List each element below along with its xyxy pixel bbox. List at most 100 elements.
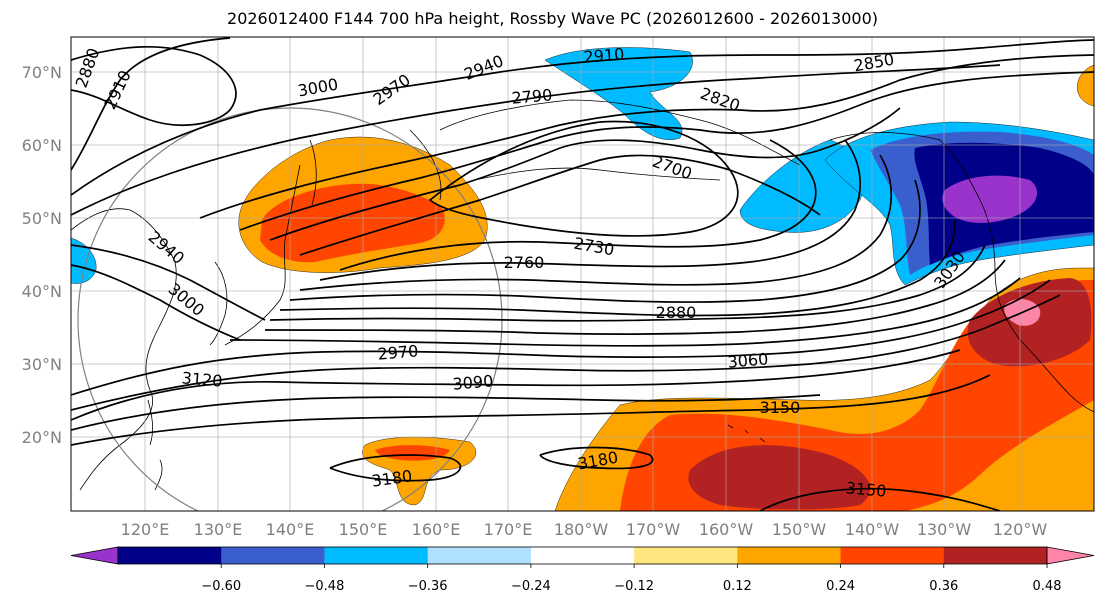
contour-2940-west: [71, 244, 266, 321]
lat-label: 40°N: [22, 282, 62, 301]
lon-label: 150°E: [339, 520, 388, 539]
contour-2970: [71, 39, 1094, 196]
contour-label-text: 2700: [650, 152, 695, 184]
contour-label: 2730: [572, 234, 615, 260]
coastline-japan: [224, 164, 301, 346]
coastline-north-america: [829, 132, 1094, 413]
colorbar-swatch: [943, 547, 1048, 564]
lon-label: 180°W: [554, 520, 609, 539]
contour-2940-south: [229, 277, 1021, 347]
contour-3090: [71, 394, 821, 431]
lon-label: 140°W: [845, 520, 900, 539]
contour-label: 3150: [845, 478, 887, 500]
colorbar: [70, 546, 1095, 565]
contour-3000-west: [71, 264, 241, 341]
colorbar-swatch: [530, 547, 635, 564]
contour-3000: [71, 45, 237, 126]
longitude-labels: 120°E 130°E 140°E 150°E 160°E 170°E 180°W 170°W…: [121, 520, 1048, 539]
lon-label: 130°E: [194, 520, 243, 539]
lat-label: 30°N: [22, 355, 62, 374]
contour-label: 2880: [72, 45, 104, 90]
contour-label-text: 2970: [370, 70, 414, 109]
colorbar-tick-label: −0.60: [201, 579, 241, 594]
contour-3120: [71, 349, 961, 421]
contour-2880: [269, 244, 986, 322]
contour-label: 2940: [461, 51, 506, 84]
colorbar-tick-label: −0.48: [305, 579, 345, 594]
colorbar-extend-max: [1046, 546, 1095, 565]
contour-label-text: 2880: [656, 303, 697, 322]
colorbar-frame: [117, 546, 1048, 565]
contour-label: 2790: [511, 85, 553, 107]
lon-label: 130°W: [917, 520, 972, 539]
contour-label-text: 2760: [504, 253, 545, 272]
anomaly-region-west-small-core: [375, 445, 450, 461]
coastlines: [71, 99, 1094, 491]
height-contours: [71, 37, 1094, 511]
colorbar-tick-label: −0.12: [614, 579, 654, 594]
contour-label-text: 2730: [572, 234, 615, 260]
lon-label: 120°W: [993, 520, 1048, 539]
contour-3060: [71, 294, 1061, 411]
contour-label-text: 3090: [452, 371, 494, 393]
contour-label: 2820: [698, 84, 743, 116]
colorbar-swatch: [221, 547, 325, 564]
lon-label: 120°E: [121, 520, 170, 539]
lat-label: 60°N: [22, 136, 62, 155]
contour-2760: [319, 139, 862, 281]
coastline-sakhalin: [309, 139, 317, 206]
colorbar-swatch: [324, 547, 429, 564]
contour-2910-north: [71, 37, 231, 171]
contour-label-text: 2820: [698, 84, 743, 116]
contour-2700: [428, 120, 739, 237]
colorbar-swatch: [427, 547, 532, 564]
contour-2940: [71, 64, 1001, 216]
contour-label-text: 3150: [845, 478, 887, 500]
contour-label-text: 3060: [727, 349, 769, 371]
contour-label: 2970: [370, 70, 414, 109]
contour-label-text: 3150: [760, 398, 801, 417]
contour-3150-south: [759, 487, 1001, 511]
colorbar-swatch: [840, 547, 945, 564]
contour-2730: [339, 139, 817, 271]
contour-label-text: 3000: [296, 75, 339, 101]
anomaly-region-far-west: [71, 237, 97, 284]
colorbar-extend-min: [70, 546, 119, 565]
map-frame: [70, 36, 1095, 512]
colorbar-ticks: −0.60 −0.48 −0.36 −0.24 −0.12 0.12 0.24 0.36 0.4…: [201, 564, 1062, 594]
contour-label-text: 2940: [145, 227, 188, 268]
contour-2820: [299, 154, 821, 256]
contour-label: 2910: [583, 44, 625, 66]
coastline-east-asia: [71, 208, 177, 491]
contour-label-text: 2970: [377, 341, 419, 363]
contour-2820-south: [289, 179, 921, 303]
contour-3180-east: [539, 446, 654, 470]
colorbar-swatch: [737, 547, 842, 564]
lat-label: 20°N: [22, 428, 62, 447]
contour-label-text: 2910: [100, 67, 134, 112]
colorbar-tick-label: 0.48: [1033, 579, 1062, 594]
lon-label: 160°W: [699, 520, 754, 539]
coastline-hawaii: [727, 424, 766, 443]
anomaly-region-japan-core: [260, 183, 445, 263]
latitude-labels: 70°N 60°N 50°N 40°N 30°N 20°N: [22, 63, 62, 447]
contour-label: 2700: [650, 152, 695, 184]
colorbar-tick-label: 0.12: [723, 579, 752, 594]
contour-label: 2970: [377, 341, 419, 363]
contour-label: 3090: [452, 371, 494, 393]
coastline-korea: [209, 261, 228, 346]
anomaly-region-pacific-max: [688, 445, 870, 510]
contour-2850: [239, 71, 1094, 231]
lat-label: 50°N: [22, 209, 62, 228]
coastline-alaska: [439, 99, 801, 166]
lon-label: 160°E: [412, 520, 461, 539]
contour-label-text: 3120: [181, 368, 223, 390]
coastline-aleutians: [474, 167, 721, 181]
contour-label-text: 2940: [461, 51, 506, 84]
contour-2850-south: [279, 219, 956, 317]
contour-2970-south: [71, 279, 1051, 396]
coastline-philippines: [147, 399, 163, 491]
lon-label: 140°E: [266, 520, 315, 539]
contour-2790: [269, 107, 901, 241]
